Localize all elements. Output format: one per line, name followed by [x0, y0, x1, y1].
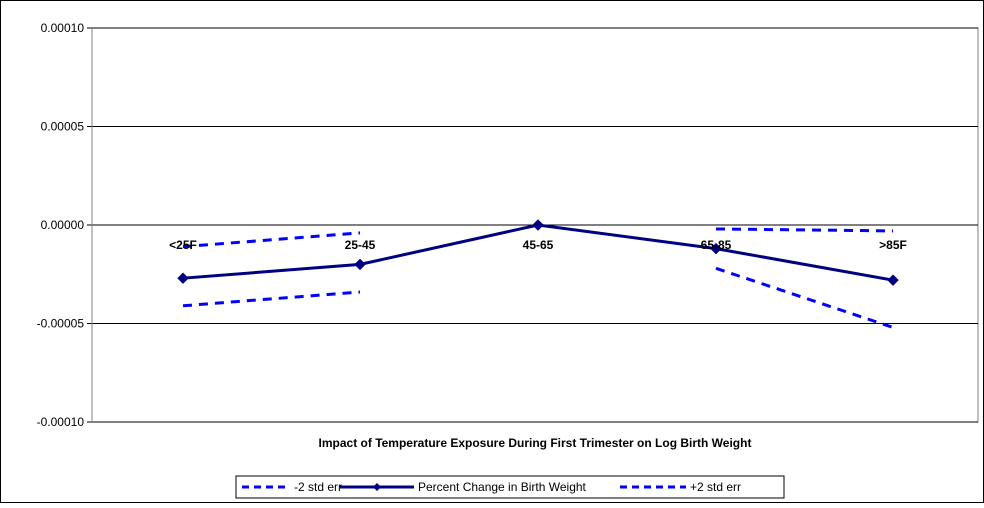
legend-label: -2 std err: [294, 480, 342, 494]
y-tick-label: 0.00000: [41, 218, 85, 232]
upper-error-line: [182, 231, 361, 249]
data-point-marker: [177, 272, 189, 284]
series-lines: [177, 219, 899, 329]
y-tick-label: -0.00005: [37, 317, 85, 331]
upper-error-line: [715, 227, 894, 233]
legend-label: Percent Change in Birth Weight: [418, 480, 587, 494]
category-label: 25-45: [345, 238, 376, 252]
category-label: <25F: [169, 238, 197, 252]
data-point-marker: [532, 219, 544, 231]
axes: 0.00010 0.00005 0.00000 -0.00005 -0.00010: [37, 21, 93, 429]
category-label: >85F: [879, 238, 907, 252]
y-tick-label: 0.00005: [41, 120, 85, 134]
legend-marker: [373, 483, 381, 491]
legend: -2 std err Percent Change in Birth Weight…: [235, 475, 785, 499]
x-axis-title: Impact of Temperature Exposure During Fi…: [319, 436, 752, 450]
category-label: 65-85: [701, 238, 732, 252]
legend-label: +2 std err: [690, 480, 741, 494]
legend-box: [235, 475, 785, 499]
y-tick-label: -0.00010: [37, 415, 85, 429]
lower-error-line: [182, 290, 361, 308]
data-point-marker: [887, 274, 899, 286]
category-label: 45-65: [523, 238, 554, 252]
category-labels: <25F 25-45 45-65 65-85 >85F: [169, 238, 907, 252]
data-point-marker: [354, 258, 366, 271]
data-point-marker: [710, 242, 722, 255]
y-tick-label: 0.00010: [41, 21, 85, 35]
